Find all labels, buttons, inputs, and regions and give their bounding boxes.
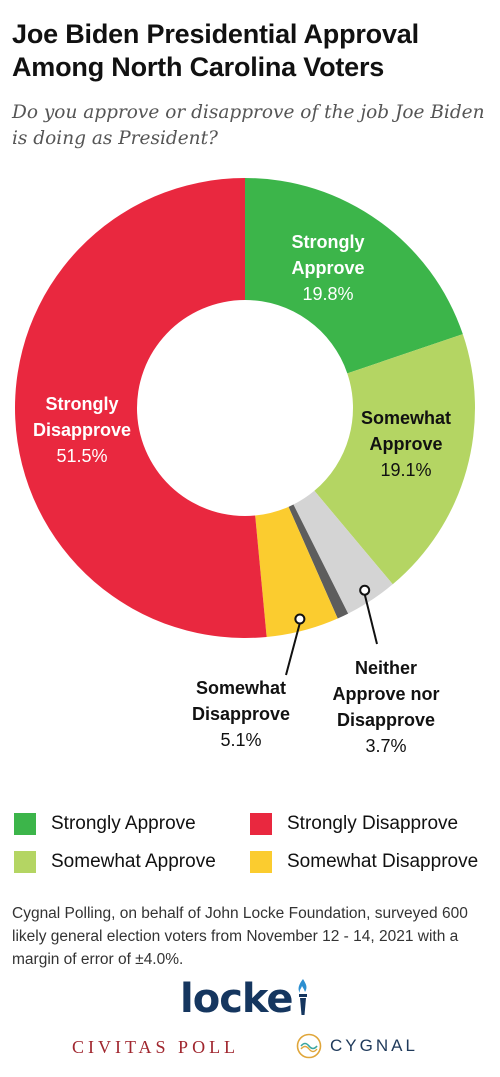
legend-swatch-strongly-approve bbox=[14, 813, 36, 835]
donut-slice-strongly-disapprove bbox=[14, 178, 267, 638]
cygnal-wordmark: CYGNAL bbox=[330, 1036, 418, 1055]
legend-label-strongly-approve: Strongly Approve bbox=[51, 813, 196, 834]
legend-label-somewhat-approve: Somewhat Approve bbox=[51, 851, 216, 872]
locke-logo: locke bbox=[180, 978, 311, 1020]
data-label-strongly-approve: Strongly Approve 19.8% bbox=[291, 232, 364, 304]
source-footnote: Cygnal Polling, on behalf of John Locke … bbox=[12, 905, 468, 968]
legend-item-strongly-disapprove: Strongly Disapprove bbox=[250, 812, 458, 836]
legend-label-strongly-disapprove: Strongly Disapprove bbox=[287, 813, 459, 834]
legend-swatch-somewhat-approve bbox=[14, 851, 36, 873]
callout-somewhat-disapprove-dot bbox=[294, 613, 306, 625]
legend-swatch-somewhat-disapprove bbox=[250, 851, 272, 873]
donut-chart: Strongly Approve 19.8% Somewhat Approve 19.1%… bbox=[14, 178, 475, 756]
data-label-somewhat-disapprove: Somewhat Disapprove 5.1% bbox=[192, 678, 290, 750]
donut-slice-unlabeled bbox=[288, 504, 349, 619]
legend-item-strongly-approve: Strongly Approve bbox=[14, 812, 196, 836]
torch-icon bbox=[298, 979, 307, 1015]
legend-label-somewhat-disapprove: Somewhat Disapprove bbox=[287, 851, 479, 872]
legend-item-somewhat-disapprove: Somewhat Disapprove bbox=[250, 850, 478, 874]
data-label-somewhat-approve: Somewhat Approve 19.1% bbox=[361, 408, 451, 480]
callout-neither-dot bbox=[359, 584, 371, 596]
donut-slice-neither-approve-nor-disapprove bbox=[293, 490, 393, 614]
donut-slice-somewhat-approve bbox=[314, 334, 475, 585]
chart-title: Joe Biden Presidential Approval Among No… bbox=[12, 19, 419, 82]
civitas-poll-logo: CIVITAS POLL bbox=[72, 1037, 240, 1057]
legend-item-somewhat-approve: Somewhat Approve bbox=[14, 850, 216, 874]
callout-neither-leader bbox=[363, 593, 378, 645]
donut-slice-strongly-approve bbox=[245, 178, 463, 374]
locke-wordmark: locke bbox=[180, 976, 294, 1022]
data-label-strongly-disapprove: Strongly Disapprove 51.5% bbox=[33, 394, 131, 466]
cygnal-emblem-icon bbox=[296, 1033, 322, 1059]
legend-swatch-strongly-disapprove bbox=[250, 813, 272, 835]
chart-subtitle: Do you approve or disapprove of the job … bbox=[12, 102, 485, 149]
data-label-neither: Neither Approve nor Disapprove 3.7% bbox=[332, 658, 439, 756]
donut-slice-somewhat-disapprove bbox=[255, 506, 338, 637]
cygnal-logo: CYGNAL bbox=[296, 1033, 418, 1059]
callout-somewhat-disapprove-leader bbox=[285, 622, 301, 676]
